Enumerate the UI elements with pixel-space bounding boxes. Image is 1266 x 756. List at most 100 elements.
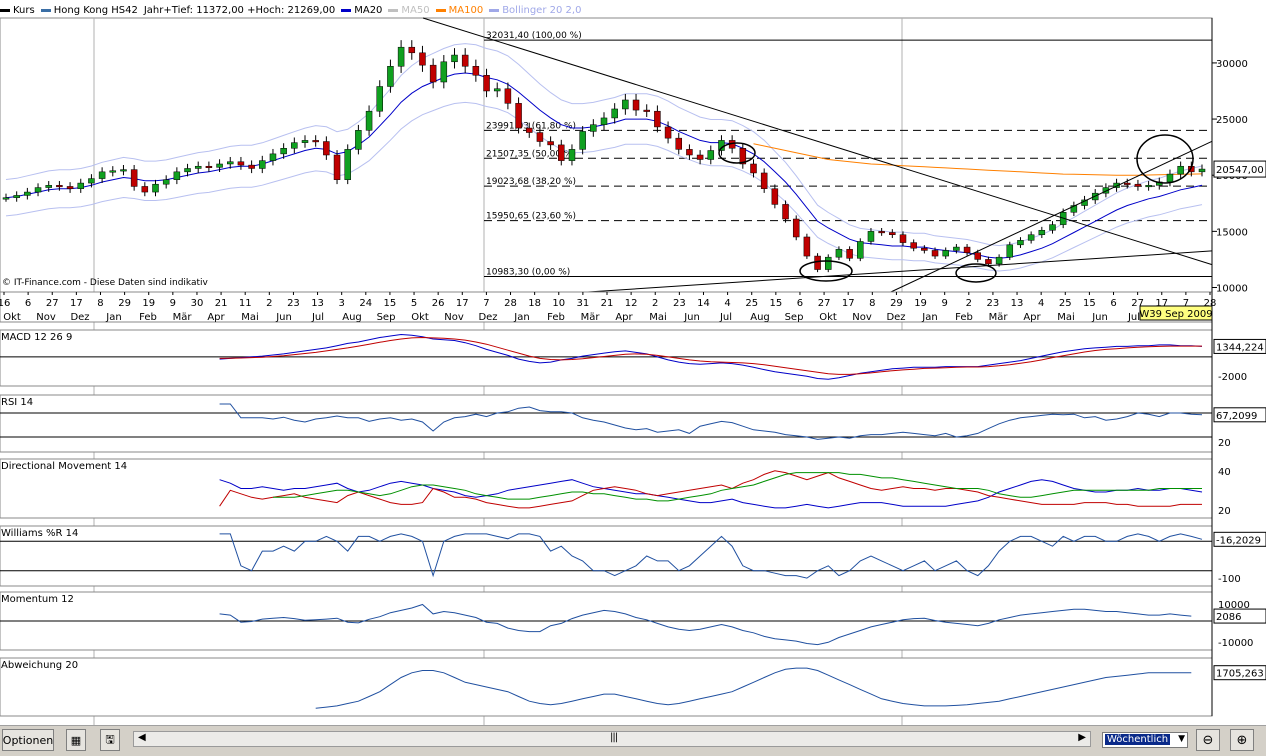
indicator-last-value: 1344,224 [1216, 342, 1264, 353]
day-tick-label: 11 [239, 298, 252, 309]
day-tick-label: 7 [1183, 298, 1189, 309]
scroll-right-icon[interactable]: ▶ [1078, 732, 1086, 743]
candle-down [248, 164, 255, 169]
candle-up [1049, 224, 1056, 231]
month-tick-label: Apr [207, 312, 225, 323]
period-select[interactable]: Wöchentlich ▼ [1102, 732, 1188, 748]
candle-down [974, 252, 981, 260]
bollinger-lower [5, 101, 1203, 272]
save-icon-button[interactable]: 🖫 [100, 729, 120, 751]
indicator-last-value: 1705,263 [1216, 669, 1264, 680]
day-tick-label: 28 [504, 298, 517, 309]
candle-down [323, 141, 330, 156]
candle-down [654, 110, 661, 128]
candle-up [707, 150, 715, 160]
highlight-circle [955, 263, 997, 283]
indicator-title: MACD 12 26 9 [1, 332, 72, 343]
candle-down [643, 109, 650, 112]
day-tick-label: 13 [1011, 298, 1024, 309]
candle-up [1177, 165, 1184, 175]
day-tick-label: 27 [818, 298, 831, 309]
legend-item: Hong Kong HS42 [40, 5, 138, 16]
day-tick-label: 17 [1155, 298, 1168, 309]
candle-down [1124, 182, 1131, 185]
day-tick-label: 17 [70, 298, 83, 309]
day-tick-label: 27 [46, 298, 59, 309]
candle-up [24, 191, 31, 196]
month-tick-label: Apr [1023, 312, 1041, 323]
zoom-in-button[interactable]: ⊕ [1230, 729, 1254, 751]
options-button[interactable]: Optionen [2, 729, 54, 751]
zoom-out-button[interactable]: ⊖ [1196, 729, 1220, 751]
indicator-axis-label: -10000 [1218, 638, 1253, 649]
indicator-last-value-badge [1213, 531, 1266, 547]
last-price-value: 20547,00 [1216, 165, 1264, 176]
month-tick-label: Okt [3, 312, 21, 323]
fibonacci-label: 19023,68 (38,20 %) [486, 177, 576, 187]
candle-up [857, 241, 864, 259]
day-tick-label: 18 [528, 298, 541, 309]
indicator-axis-label: 40 [1218, 467, 1231, 478]
day-tick-label: 23 [987, 298, 1000, 309]
candle-down [739, 148, 747, 165]
indicator-series-line [219, 336, 1202, 375]
candle-down [985, 259, 992, 265]
indicator-title: RSI 14 [1, 397, 33, 408]
month-tick-label: Jul [719, 312, 732, 323]
candle-up [173, 171, 181, 180]
zoom-out-icon: ⊖ [1202, 732, 1214, 748]
day-tick-label: 2 [266, 298, 272, 309]
month-tick-label: Mär [581, 312, 601, 323]
day-tick-label: 6 [1110, 298, 1116, 309]
indicator-last-value: 2086 [1216, 612, 1241, 623]
legend-item: MA100 [435, 5, 483, 16]
month-tick-label: Jun [275, 312, 292, 323]
legend-label: Kurs [13, 4, 35, 16]
candle-up [120, 169, 127, 172]
trendline [890, 140, 1213, 293]
candle-up [194, 165, 202, 169]
month-tick-label: Jul [1127, 312, 1140, 323]
month-tick-label: Apr [615, 312, 633, 323]
month-tick-label: Jul [311, 312, 324, 323]
candle-up [825, 256, 832, 270]
legend-label: MA50 [401, 4, 430, 16]
candle-up [397, 46, 405, 67]
month-tick-label: Mai [241, 312, 259, 323]
day-tick-label: 6 [25, 298, 31, 309]
month-tick-label: Feb [139, 312, 157, 323]
scroll-grip-icon[interactable]: ||| [610, 732, 618, 743]
chart-icon-button[interactable]: ▦ [66, 729, 86, 751]
candle-down [750, 163, 757, 174]
candle-up [13, 195, 20, 198]
chevron-down-icon[interactable]: ▼ [1178, 734, 1185, 744]
day-tick-label: 10 [552, 298, 565, 309]
candle-up [1113, 182, 1120, 188]
indicator-panel-frame [0, 525, 1213, 587]
legend-label: Bollinger 20 2,0 [502, 4, 582, 16]
horizontal-scrollbar[interactable]: ◀ ||| ▶ [133, 731, 1091, 747]
day-tick-label: 29 [118, 298, 131, 309]
zoom-in-icon: ⊕ [1236, 732, 1248, 748]
month-tick-label: Jun [1091, 312, 1108, 323]
scroll-left-icon[interactable]: ◀ [138, 732, 146, 743]
ma100-line [753, 143, 1203, 176]
candle-down [547, 141, 554, 146]
candle-up [579, 131, 586, 150]
month-tick-label: Jan [513, 312, 529, 323]
candle-up [1166, 173, 1174, 183]
candle-down [760, 172, 768, 189]
day-tick-label: 21 [215, 298, 228, 309]
month-tick-label: Dez [886, 312, 905, 323]
candle-down [504, 88, 512, 104]
month-tick-label: Aug [342, 312, 362, 323]
day-tick-label: 26 [432, 298, 445, 309]
candle-up [451, 54, 458, 63]
candle-up [1070, 205, 1078, 213]
candle-down [461, 54, 469, 67]
candle-down [419, 52, 426, 66]
indicator-series-line [219, 533, 1203, 579]
date-badge-label: W39 Sep 2009 [1139, 309, 1212, 320]
candle-up [98, 171, 106, 179]
